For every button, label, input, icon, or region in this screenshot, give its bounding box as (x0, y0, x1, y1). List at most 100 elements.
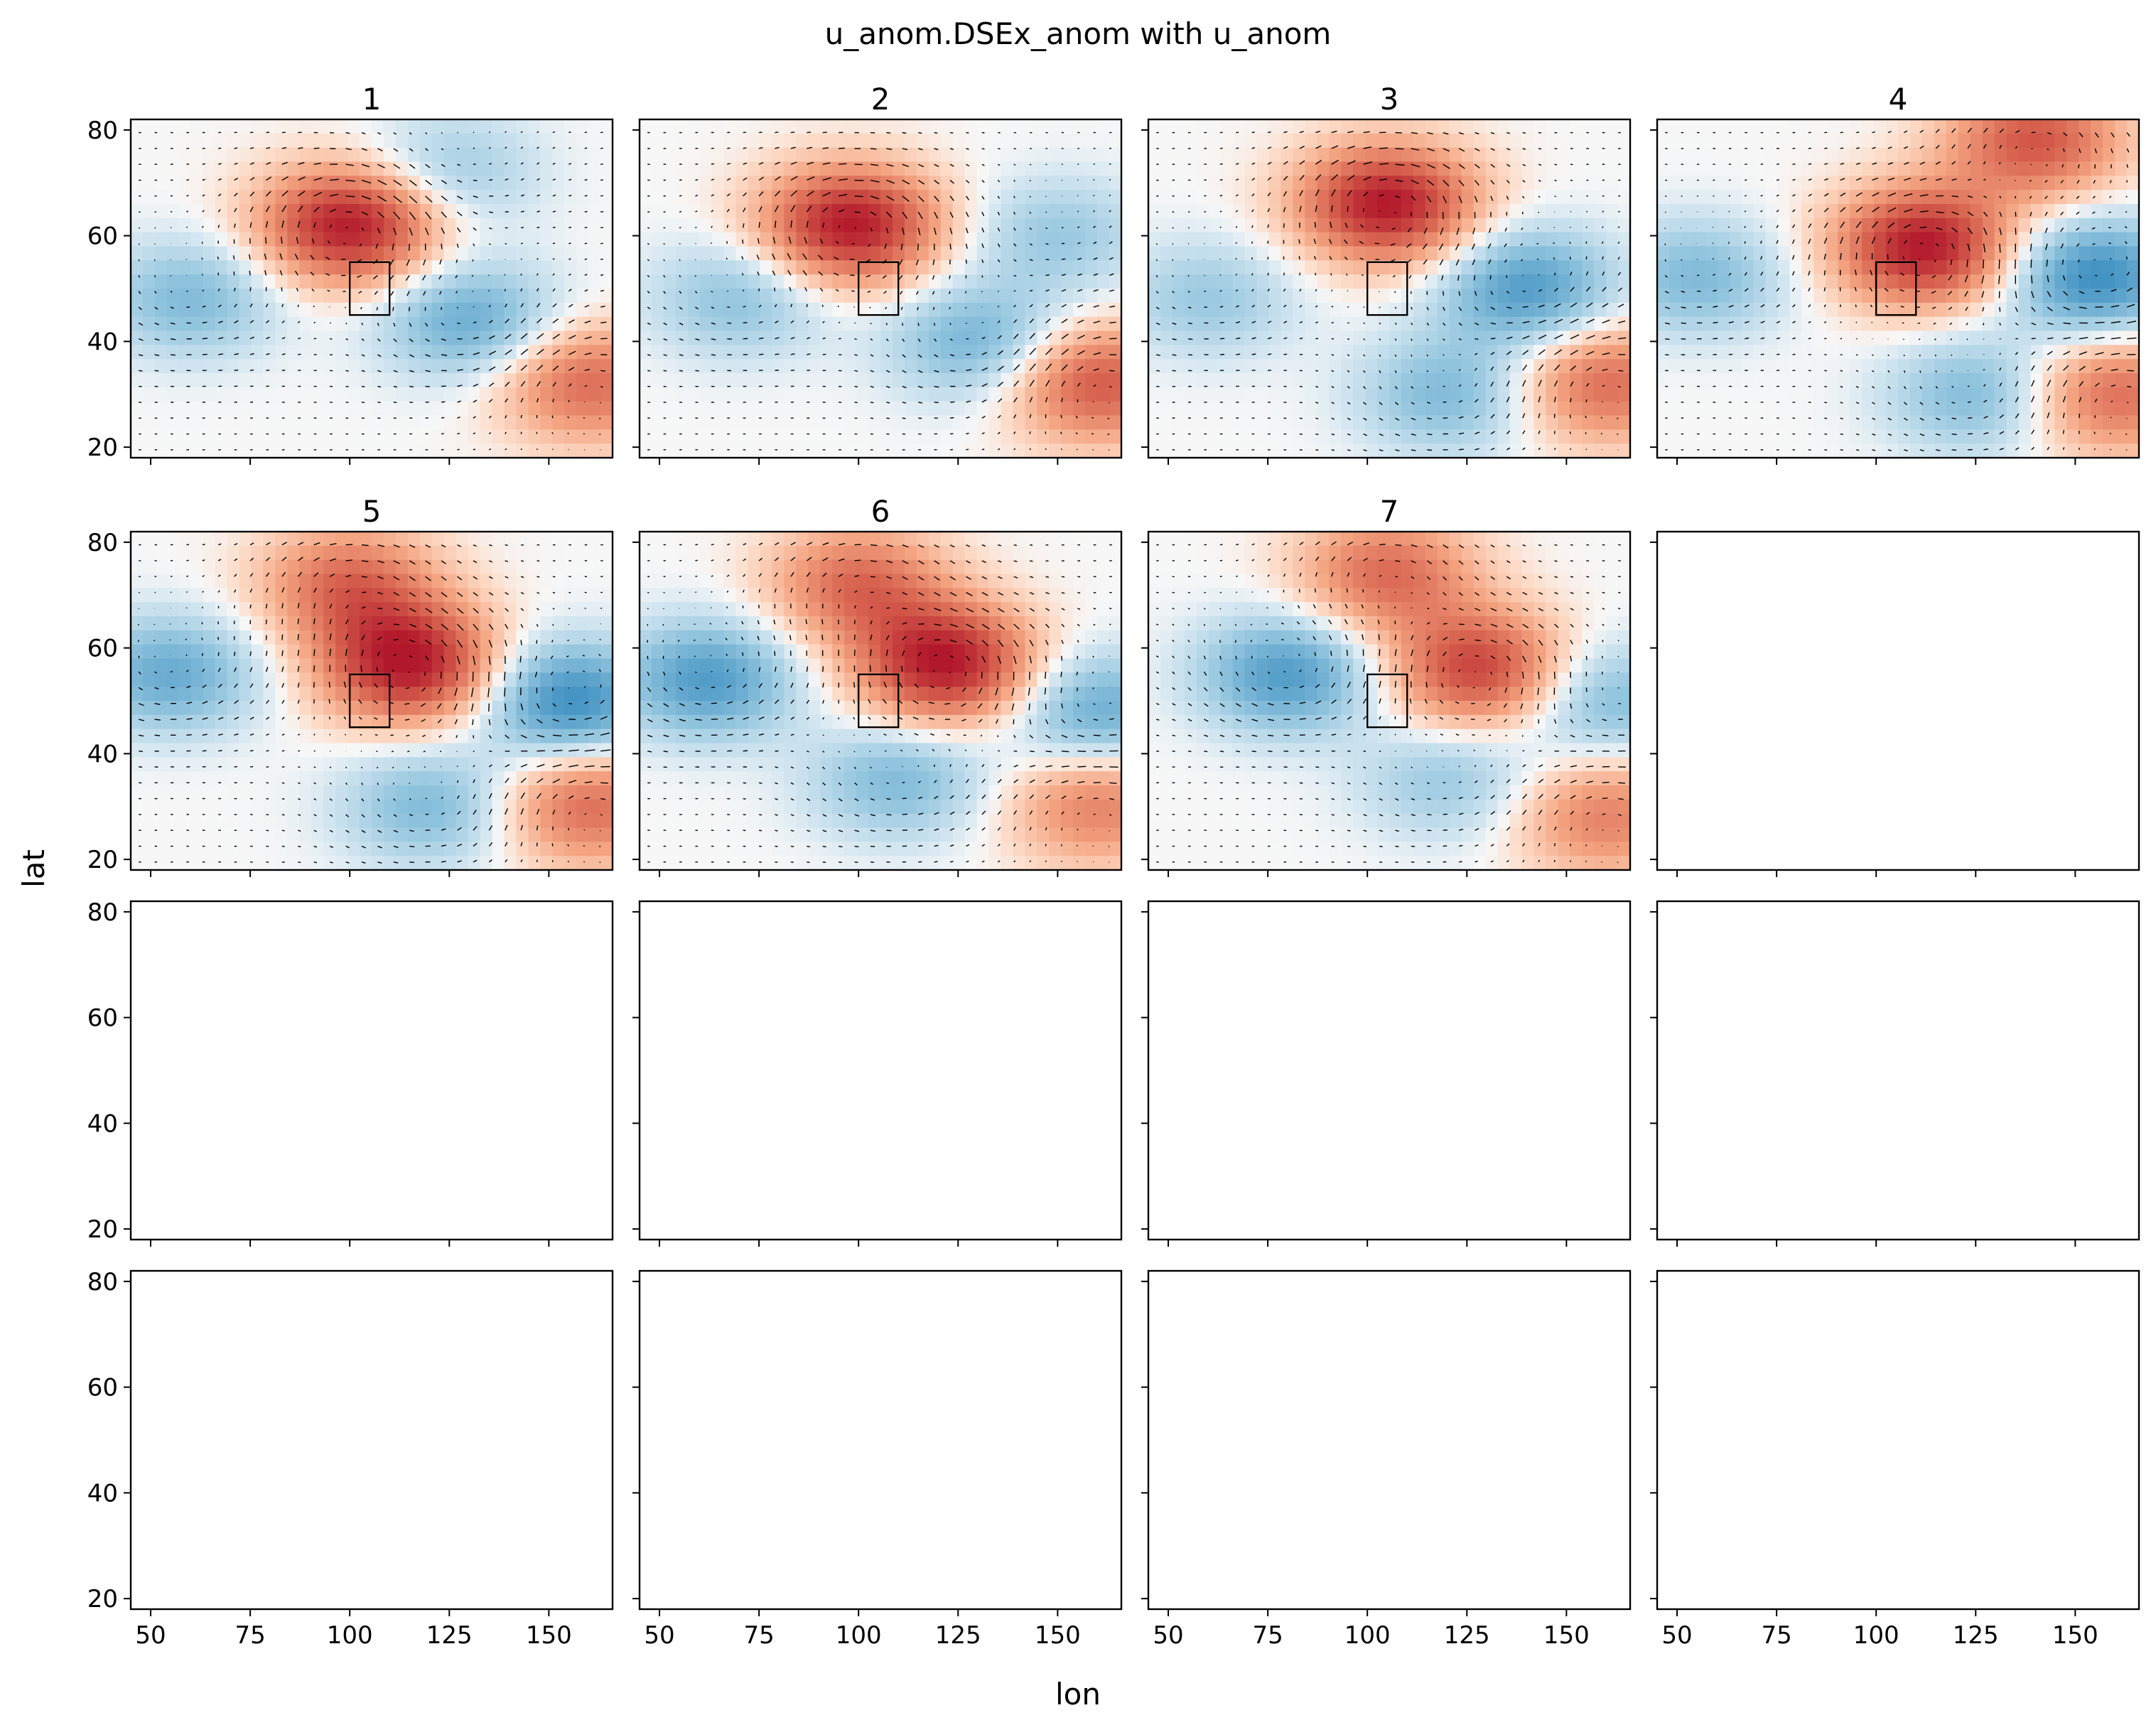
heatmap-cell (1729, 274, 1742, 289)
wind-vector (520, 273, 522, 276)
heatmap-cell (1449, 260, 1462, 275)
heatmap-cell (1256, 147, 1270, 163)
heatmap-cell (154, 345, 168, 360)
heatmap-cell (1196, 415, 1209, 430)
heatmap-cell (1244, 260, 1258, 275)
wind-vector (1426, 338, 1429, 341)
wind-vector (1061, 303, 1067, 308)
heatmap-cell (1365, 217, 1378, 233)
wind-vector (1013, 274, 1017, 277)
heatmap-cell (131, 274, 144, 289)
heatmap-cell (723, 415, 737, 430)
heatmap-cell (131, 359, 144, 374)
heatmap-cell (1509, 429, 1523, 444)
heatmap-cell (1049, 161, 1062, 176)
heatmap-cell (1606, 176, 1619, 190)
wind-vector (1537, 227, 1539, 230)
heatmap-cell (431, 274, 445, 289)
heatmap-cell (1001, 274, 1014, 289)
heatmap-cell (748, 415, 761, 430)
heatmap-cell (1546, 316, 1558, 332)
heatmap-cell (1109, 204, 1121, 219)
heatmap-cell (1582, 190, 1595, 205)
wind-vector (552, 178, 556, 181)
heatmap-cell (1268, 316, 1282, 332)
heatmap-cell (1594, 331, 1607, 345)
wind-vector (520, 397, 524, 403)
wind-vector (392, 243, 394, 251)
heatmap-cell (1389, 359, 1402, 374)
region-box (348, 261, 391, 316)
heatmap-cell (1509, 359, 1523, 374)
heatmap-cell (564, 415, 577, 430)
heatmap-cell (142, 331, 156, 345)
heatmap-cell (1606, 415, 1619, 430)
heatmap-cell (675, 147, 689, 163)
heatmap-cell (1317, 387, 1330, 402)
heatmap-cell (1558, 444, 1570, 458)
heatmap-cell (456, 429, 469, 444)
heatmap-cell (1521, 444, 1534, 458)
heatmap-cell (916, 345, 929, 360)
heatmap-cell (1509, 373, 1523, 388)
heatmap-cell (675, 387, 689, 402)
heatmap-cell (492, 345, 505, 360)
heatmap-cell (1570, 232, 1583, 247)
heatmap-cell (916, 302, 929, 318)
heatmap-cell (540, 373, 553, 388)
heatmap-field (640, 119, 1121, 458)
heatmap-cell (166, 302, 180, 318)
heatmap-cell (154, 444, 168, 458)
wind-vector (918, 385, 923, 389)
heatmap-cell (1693, 133, 1706, 149)
heatmap-cell (880, 331, 893, 345)
heatmap-cell (528, 147, 541, 163)
heatmap-cell (1305, 444, 1317, 458)
heatmap-cell (1558, 373, 1570, 388)
heatmap-cell (1293, 373, 1305, 388)
wind-vector (1013, 380, 1020, 387)
heatmap-cell (651, 161, 664, 176)
heatmap-cell (1401, 190, 1414, 205)
wind-vector (568, 178, 572, 181)
wind-vector (917, 179, 925, 185)
heatmap-cell (1208, 161, 1222, 176)
heatmap-cell (299, 401, 312, 417)
heatmap-cell (142, 217, 156, 233)
heatmap-cell (748, 373, 761, 388)
wind-vector (1315, 402, 1319, 404)
heatmap-cell (299, 260, 312, 275)
wind-vector (457, 353, 464, 355)
wind-vector (298, 161, 305, 165)
heatmap-cell (190, 331, 204, 345)
heatmap-cell (131, 302, 144, 318)
heatmap-cell (1705, 359, 1718, 374)
heatmap-cell (1037, 232, 1050, 247)
heatmap-cell (203, 316, 216, 332)
heatmap-cell (178, 415, 192, 430)
wind-vector (1219, 274, 1222, 276)
heatmap-cell (1148, 119, 1161, 134)
wind-vector (1299, 175, 1305, 181)
heatmap-cell (588, 274, 601, 289)
heatmap-cell (1717, 302, 1730, 318)
heatmap-cell (1473, 217, 1487, 233)
heatmap-cell (856, 161, 869, 176)
heatmap-cell (131, 119, 144, 134)
heatmap-cell (1473, 302, 1487, 318)
wind-vector (1109, 338, 1117, 340)
heatmap-cell (1534, 119, 1546, 134)
wind-vector (1251, 241, 1253, 244)
heatmap-cell (552, 444, 565, 458)
heatmap-cell (287, 232, 300, 247)
wind-vector (1506, 180, 1510, 184)
heatmap-cell (1353, 246, 1366, 261)
wind-vector (1411, 417, 1416, 421)
heatmap-cell (1570, 274, 1583, 289)
heatmap-cell (1681, 246, 1694, 261)
heatmap-cell (748, 359, 761, 374)
wind-vector (473, 367, 480, 371)
heatmap-cell (1281, 204, 1293, 219)
wind-vector (202, 305, 206, 308)
heatmap-cell (1208, 373, 1222, 388)
